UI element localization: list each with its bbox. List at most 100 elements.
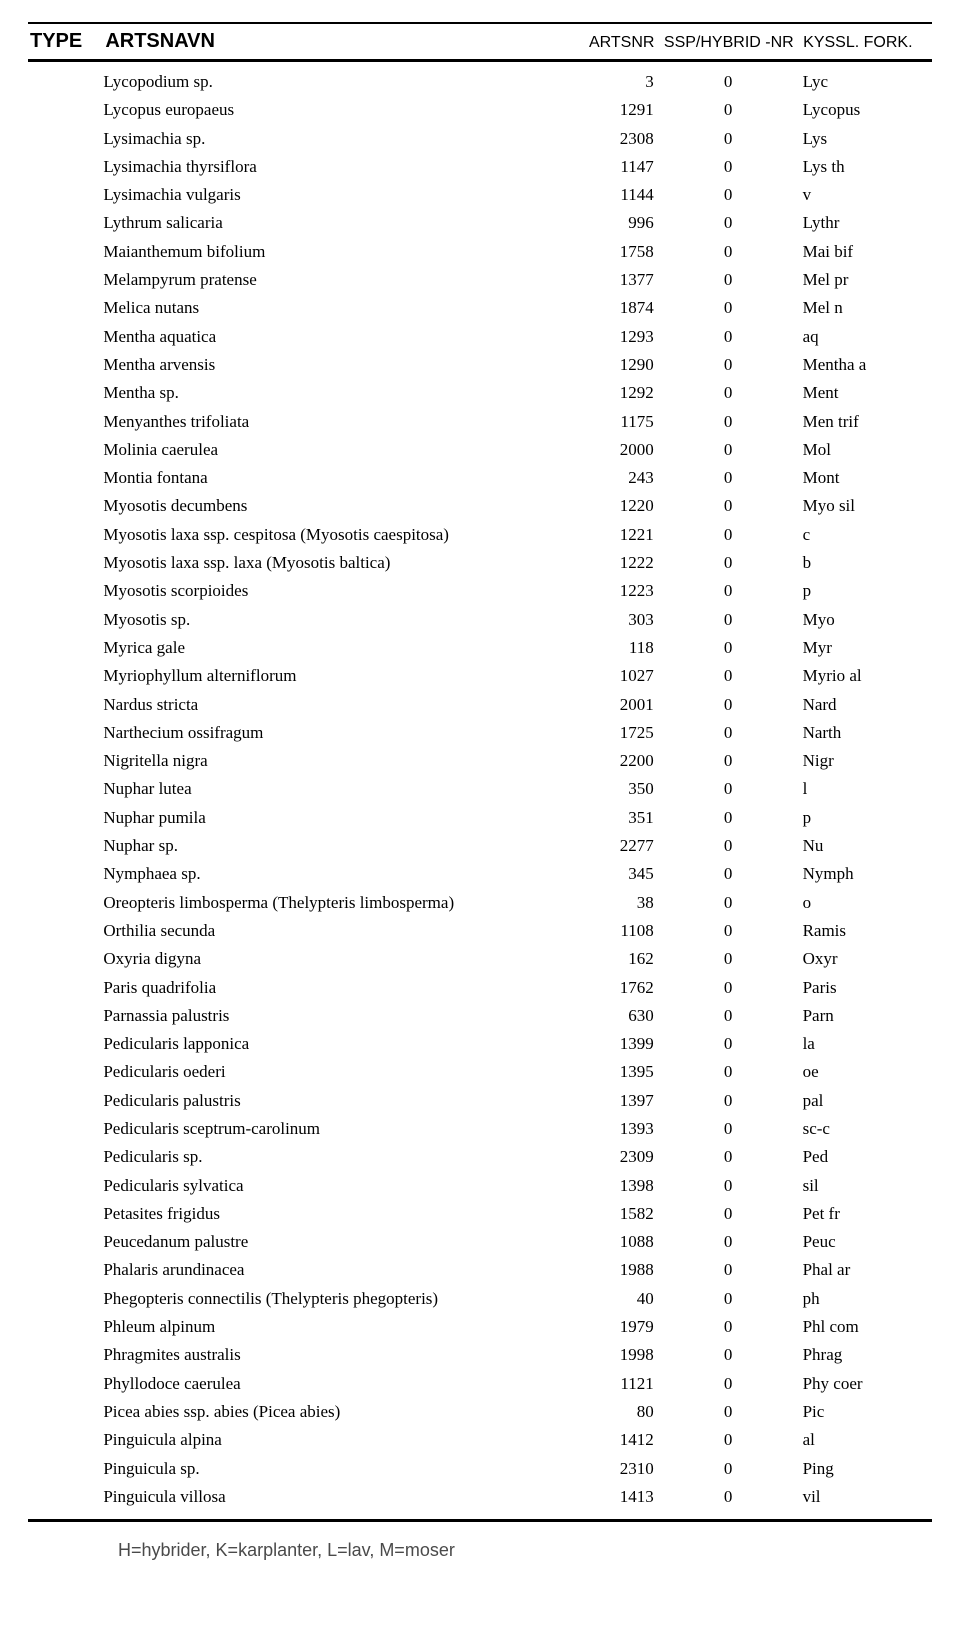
cell-artsnr: 1147 xyxy=(554,153,653,181)
cell-kyssl: p xyxy=(803,577,932,605)
cell-kyssl: Lythr xyxy=(803,209,932,237)
cell-artsnr: 1222 xyxy=(554,549,653,577)
cell-kyssl: Pic xyxy=(803,1398,932,1426)
cell-artsnr: 1413 xyxy=(554,1483,653,1511)
cell-name: Pinguicula sp. xyxy=(103,1455,554,1483)
cell-kyssl: aq xyxy=(803,323,932,351)
cell-artsnr: 1220 xyxy=(554,492,653,520)
cell-type xyxy=(28,889,103,917)
cell-name: Mentha sp. xyxy=(103,379,554,407)
cell-kyssl: Paris xyxy=(803,974,932,1002)
cell-artsnr: 1397 xyxy=(554,1087,653,1115)
table-row: Parnassia palustris6300Parn xyxy=(28,1002,932,1030)
cell-type xyxy=(28,1058,103,1086)
cell-kyssl: Nu xyxy=(803,832,932,860)
cell-ssp: 0 xyxy=(654,1483,803,1511)
cell-name: Paris quadrifolia xyxy=(103,974,554,1002)
cell-ssp: 0 xyxy=(654,1398,803,1426)
cell-type xyxy=(28,804,103,832)
cell-type xyxy=(28,323,103,351)
cell-type xyxy=(28,1115,103,1143)
cell-ssp: 0 xyxy=(654,1313,803,1341)
cell-name: Phleum alpinum xyxy=(103,1313,554,1341)
cell-ssp: 0 xyxy=(654,945,803,973)
cell-kyssl: Mel pr xyxy=(803,266,932,294)
table-row: Lysimachia thyrsiflora11470Lys th xyxy=(28,153,932,181)
table-row: Pinguicula alpina14120al xyxy=(28,1426,932,1454)
cell-ssp: 0 xyxy=(654,379,803,407)
cell-ssp: 0 xyxy=(654,238,803,266)
cell-type xyxy=(28,1341,103,1369)
cell-name: Picea abies ssp. abies (Picea abies) xyxy=(103,1398,554,1426)
cell-type xyxy=(28,436,103,464)
cell-kyssl: Mai bif xyxy=(803,238,932,266)
cell-ssp: 0 xyxy=(654,125,803,153)
cell-artsnr: 1979 xyxy=(554,1313,653,1341)
table-row: Phleum alpinum19790Phl com xyxy=(28,1313,932,1341)
table-row: Myosotis scorpioides12230p xyxy=(28,577,932,605)
cell-type xyxy=(28,549,103,577)
table-row: Nuphar pumila3510p xyxy=(28,804,932,832)
table-row: Menyanthes trifoliata11750Men trif xyxy=(28,408,932,436)
cell-name: Phyllodoce caerulea xyxy=(103,1370,554,1398)
cell-name: Myosotis sp. xyxy=(103,606,554,634)
table-row: Phegopteris connectilis (Thelypteris phe… xyxy=(28,1285,932,1313)
table-row: Myosotis sp.3030Myo xyxy=(28,606,932,634)
table-row: Phragmites australis19980Phrag xyxy=(28,1341,932,1369)
cell-type xyxy=(28,351,103,379)
cell-kyssl: Phy coer xyxy=(803,1370,932,1398)
table-row: Phalaris arundinacea19880Phal ar xyxy=(28,1256,932,1284)
cell-name: Melica nutans xyxy=(103,294,554,322)
cell-artsnr: 38 xyxy=(554,889,653,917)
cell-type xyxy=(28,153,103,181)
cell-ssp: 0 xyxy=(654,662,803,690)
cell-artsnr: 1292 xyxy=(554,379,653,407)
cell-kyssl: Lycopus xyxy=(803,96,932,124)
cell-kyssl: Peuc xyxy=(803,1228,932,1256)
cell-kyssl: Ped xyxy=(803,1143,932,1171)
cell-artsnr: 2308 xyxy=(554,125,653,153)
table-row: Melica nutans18740Mel n xyxy=(28,294,932,322)
cell-type xyxy=(28,266,103,294)
cell-kyssl: p xyxy=(803,804,932,832)
cell-kyssl: l xyxy=(803,775,932,803)
cell-artsnr: 303 xyxy=(554,606,653,634)
cell-kyssl: Ramis xyxy=(803,917,932,945)
cell-artsnr: 1221 xyxy=(554,521,653,549)
table-row: Pedicularis sylvatica13980sil xyxy=(28,1172,932,1200)
cell-ssp: 0 xyxy=(654,408,803,436)
cell-kyssl: sil xyxy=(803,1172,932,1200)
table-row: Lycopus europaeus12910Lycopus xyxy=(28,96,932,124)
table-row: Nardus stricta20010Nard xyxy=(28,691,932,719)
cell-type xyxy=(28,747,103,775)
table-row: Pedicularis palustris13970pal xyxy=(28,1087,932,1115)
cell-name: Oreopteris limbosperma (Thelypteris limb… xyxy=(103,889,554,917)
cell-ssp: 0 xyxy=(654,492,803,520)
cell-artsnr: 1223 xyxy=(554,577,653,605)
cell-type xyxy=(28,860,103,888)
species-table: Lycopodium sp.30LycLycopus europaeus1291… xyxy=(28,68,932,1511)
cell-ssp: 0 xyxy=(654,1002,803,1030)
cell-type xyxy=(28,606,103,634)
table-row: Nuphar sp.22770Nu xyxy=(28,832,932,860)
cell-type xyxy=(28,662,103,690)
table-row: Lycopodium sp.30Lyc xyxy=(28,68,932,96)
cell-name: Nardus stricta xyxy=(103,691,554,719)
cell-type xyxy=(28,1200,103,1228)
footer-legend: H=hybrider, K=karplanter, L=lav, M=moser xyxy=(28,1522,932,1561)
cell-name: Nuphar pumila xyxy=(103,804,554,832)
cell-kyssl: Parn xyxy=(803,1002,932,1030)
cell-artsnr: 996 xyxy=(554,209,653,237)
cell-kyssl: Lys th xyxy=(803,153,932,181)
cell-type xyxy=(28,1228,103,1256)
cell-ssp: 0 xyxy=(654,889,803,917)
cell-kyssl: Mel n xyxy=(803,294,932,322)
table-row: Paris quadrifolia17620Paris xyxy=(28,974,932,1002)
cell-kyssl: Nymph xyxy=(803,860,932,888)
cell-kyssl: Lys xyxy=(803,125,932,153)
cell-name: Pedicularis sylvatica xyxy=(103,1172,554,1200)
header-kyssl: KYSSL. FORK. xyxy=(803,34,932,52)
cell-kyssl: al xyxy=(803,1426,932,1454)
table-row: Pinguicula villosa14130vil xyxy=(28,1483,932,1511)
cell-kyssl: c xyxy=(803,521,932,549)
